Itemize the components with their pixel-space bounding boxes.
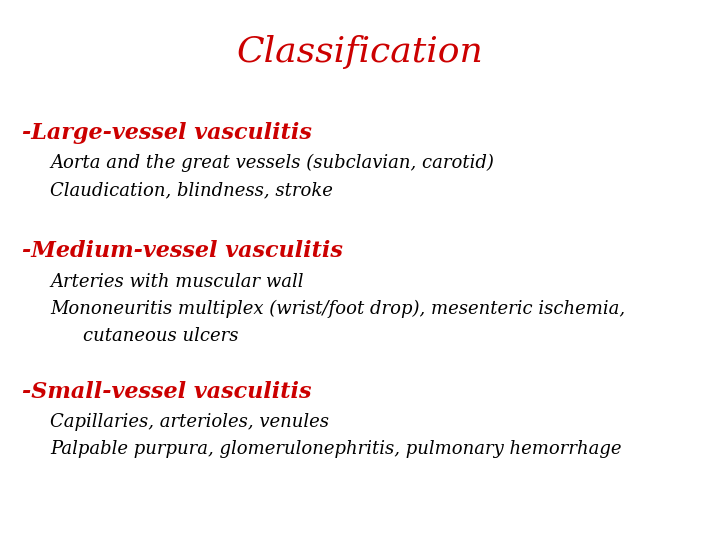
Text: Arteries with muscular wall: Arteries with muscular wall [50,273,304,291]
Text: -Medium-vessel vasculitis: -Medium-vessel vasculitis [22,240,343,262]
Text: Aorta and the great vessels (subclavian, carotid): Aorta and the great vessels (subclavian,… [50,154,494,172]
Text: -Small-vessel vasculitis: -Small-vessel vasculitis [22,381,311,403]
Text: Capillaries, arterioles, venules: Capillaries, arterioles, venules [50,413,329,431]
Text: -Large-vessel vasculitis: -Large-vessel vasculitis [22,122,312,144]
Text: cutaneous ulcers: cutaneous ulcers [83,327,238,345]
Text: Classification: Classification [237,35,483,69]
Text: Mononeuritis multiplex (wrist/foot drop), mesenteric ischemia,: Mononeuritis multiplex (wrist/foot drop)… [50,300,626,318]
Text: Palpable purpura, glomerulonephritis, pulmonary hemorrhage: Palpable purpura, glomerulonephritis, pu… [50,440,622,458]
Text: Claudication, blindness, stroke: Claudication, blindness, stroke [50,181,333,199]
